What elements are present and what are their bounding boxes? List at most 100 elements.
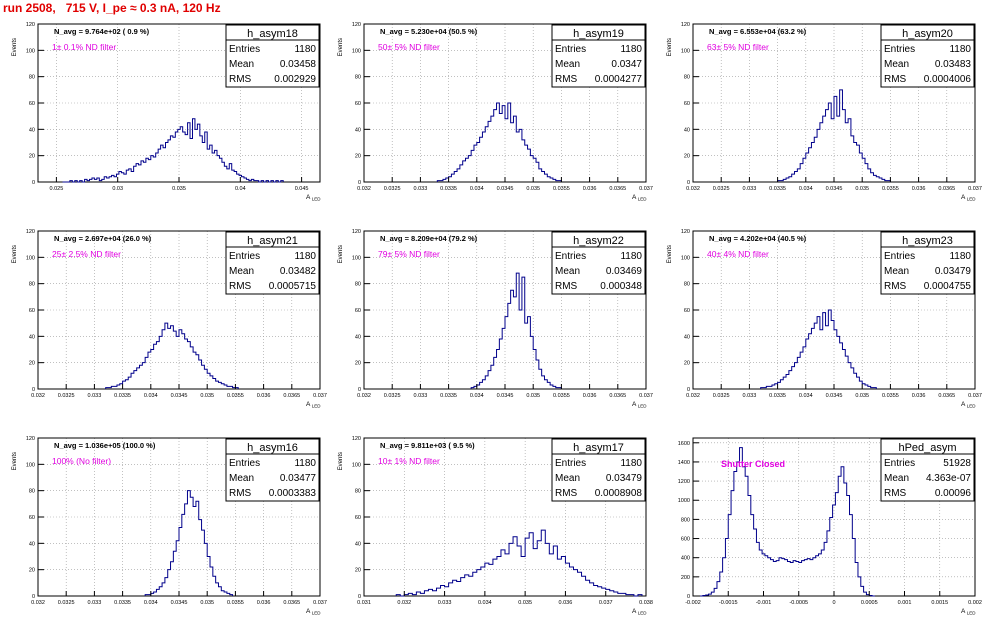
- stats-label: Mean: [884, 59, 909, 70]
- histogram-panel-h_asym18: 0.025 0.03 0.035 0.04 0.045 0 20 40 60 80 100 120 Ev…: [12, 22, 321, 202]
- x-axis-title: A LED: [961, 608, 976, 616]
- x-tick-label: 0.0325: [58, 600, 75, 606]
- histogram-panel-h_asym16: 0.032 0.0325 0.033 0.0335 0.034 0.0345 0.035 0.…: [12, 436, 327, 616]
- y-tick-label: 80: [684, 75, 690, 81]
- x-tick-label: 0.03: [112, 186, 123, 192]
- y-tick-label: 0: [32, 180, 35, 186]
- y-tick-label: 200: [681, 575, 690, 581]
- histogram-series: [436, 102, 562, 182]
- x-tick-label: 0.031: [357, 600, 371, 606]
- n-avg-annotation: N_avg = 9.764e+02 ( 0.9 %): [54, 27, 150, 36]
- x-tick-label: 0.036: [583, 393, 597, 399]
- x-axis-title: A LED: [632, 401, 647, 409]
- histogram-series: [395, 529, 643, 597]
- stats-value: 0.0004006: [924, 74, 972, 85]
- x-tick-label: 0.033: [414, 393, 428, 399]
- stats-box: h_asym21 Entries 1180 Mean 0.03482 RMS 0.00057…: [225, 231, 320, 295]
- x-tick-label: 0.036: [912, 393, 926, 399]
- y-tick-label: 100: [352, 48, 361, 54]
- x-tick-label: 0.0345: [171, 600, 188, 606]
- x-axis-title: A LED: [632, 194, 647, 202]
- x-tick-label: 0.0015: [931, 600, 948, 606]
- filter-annotation: 40± 4% ND filter: [707, 249, 769, 259]
- y-axis-title: Events: [12, 452, 18, 470]
- x-tick-label: 0.0325: [58, 393, 75, 399]
- stats-value: 1180: [620, 458, 642, 469]
- histogram-series: [470, 272, 562, 389]
- x-tick-label: 0.0325: [384, 393, 401, 399]
- stats-value: 0.03479: [606, 473, 643, 484]
- y-tick-label: 100: [26, 462, 35, 468]
- y-tick-label: 80: [29, 489, 35, 495]
- y-tick-label: 60: [355, 101, 361, 107]
- stats-value: 0.03482: [280, 266, 317, 277]
- histogram-name: h_asym18: [247, 28, 298, 40]
- x-tick-label: 0.037: [599, 600, 613, 606]
- n-avg-annotation: N_avg = 4.202e+04 (40.5 %): [709, 234, 807, 243]
- histogram-name: h_asym23: [902, 235, 953, 247]
- y-tick-label: 100: [26, 48, 35, 54]
- n-avg-annotation: N_avg = 6.553e+04 (63.2 %): [709, 27, 807, 36]
- filter-annotation: 1± 0.1% ND filter: [52, 42, 116, 52]
- stats-label: RMS: [555, 281, 578, 292]
- x-tick-label: 0.036: [257, 393, 271, 399]
- y-tick-label: 20: [29, 361, 35, 367]
- stats-value: 0.03483: [935, 59, 972, 70]
- stats-value: 0.03477: [280, 473, 317, 484]
- x-tick-label: 0.0355: [882, 393, 899, 399]
- histogram-panel-h_asym23: 0.032 0.0325 0.033 0.0335 0.034 0.0345 0.035 0.…: [667, 229, 982, 409]
- stats-box: h_asym18 Entries 1180 Mean 0.03458 RMS 0.00292…: [225, 24, 320, 88]
- histogram-panel-h_asym17: 0.031 0.032 0.033 0.034 0.035 0.036 0.037 0.038…: [338, 436, 653, 616]
- x-tick-label: 0.038: [639, 600, 653, 606]
- y-tick-label: 1000: [678, 498, 690, 504]
- y-tick-label: 800: [681, 517, 690, 523]
- y-tick-label: 60: [355, 308, 361, 314]
- stats-label: RMS: [229, 74, 252, 85]
- x-tick-label: 0.037: [639, 393, 653, 399]
- filter-annotation: 63± 5% ND filter: [707, 42, 769, 52]
- x-tick-label: 0.0345: [497, 393, 514, 399]
- histogram-series: [700, 447, 875, 597]
- x-tick-label: -0.002: [685, 600, 701, 606]
- y-tick-label: 20: [355, 568, 361, 574]
- y-tick-label: 120: [352, 436, 361, 442]
- stats-value: 0.03458: [280, 59, 317, 70]
- stats-label: RMS: [555, 74, 578, 85]
- stats-box: h_asym17 Entries 1180 Mean 0.03479 RMS 0.00089…: [551, 438, 646, 502]
- x-tick-label: -0.001: [756, 600, 772, 606]
- histogram-panel-hPed_asym: -0.002 -0.0015 -0.001 -0.0005 0 0.0005 0.001 0.…: [678, 437, 982, 616]
- x-tick-label: 0.0355: [227, 393, 244, 399]
- filter-annotation: 100% (No filter): [52, 456, 111, 466]
- x-tick-label: 0.032: [31, 393, 45, 399]
- x-tick-label: 0.0365: [609, 393, 626, 399]
- y-tick-label: 20: [355, 361, 361, 367]
- stats-box: h_asym20 Entries 1180 Mean 0.03483 RMS 0.00040…: [880, 24, 975, 88]
- stats-label: Mean: [884, 266, 909, 277]
- histogram-panel-h_asym21: 0.032 0.0325 0.033 0.0335 0.034 0.0345 0.035 0.…: [12, 229, 327, 409]
- x-tick-label: 0.0355: [553, 393, 570, 399]
- stats-value: 51928: [943, 458, 971, 469]
- x-tick-label: 0.0325: [384, 186, 401, 192]
- x-tick-label: 0.0345: [826, 186, 843, 192]
- y-tick-label: 80: [684, 282, 690, 288]
- filter-annotation: 25± 2.5% ND filter: [52, 249, 121, 259]
- y-tick-label: 40: [29, 127, 35, 133]
- y-tick-label: 120: [352, 22, 361, 28]
- y-axis-title: Events: [667, 245, 673, 263]
- x-tick-label: 0.0365: [283, 393, 300, 399]
- x-tick-label: 0.0365: [609, 186, 626, 192]
- x-axis-title: A LED: [306, 401, 321, 409]
- x-tick-label: 0.0335: [114, 393, 131, 399]
- stats-value: 0.0004755: [924, 281, 972, 292]
- filter-annotation: 10± 1% ND filter: [378, 456, 440, 466]
- stats-value: 0.0003383: [269, 488, 317, 499]
- y-tick-label: 100: [681, 48, 690, 54]
- x-axis-title: A LED: [961, 194, 976, 202]
- x-axis-title: A LED: [306, 194, 321, 202]
- x-tick-label: 0.0325: [713, 186, 730, 192]
- stats-label: Mean: [229, 473, 254, 484]
- histogram-panel-h_asym22: 0.032 0.0325 0.033 0.0335 0.034 0.0345 0.035 0.…: [338, 229, 653, 409]
- y-tick-label: 40: [355, 127, 361, 133]
- histogram-name: h_asym21: [247, 235, 298, 247]
